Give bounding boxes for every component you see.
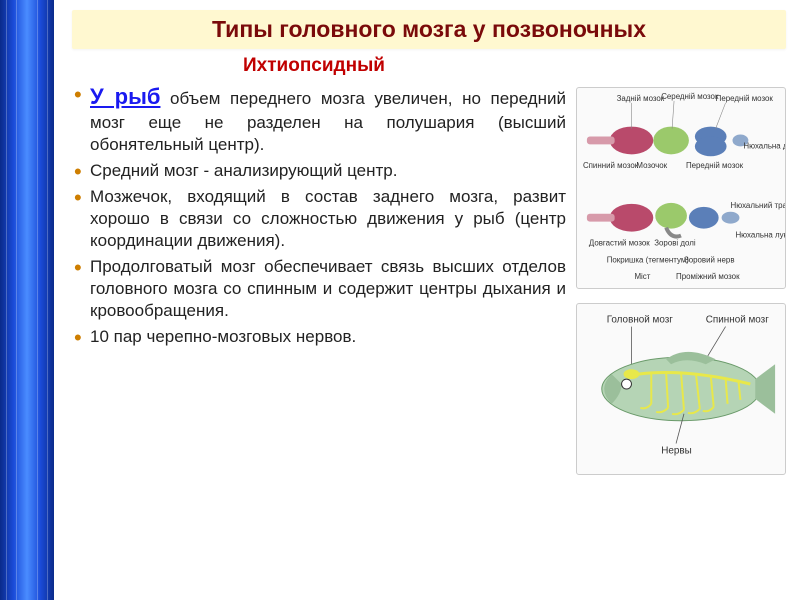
bullet-list: У рыб объем переднего мозга увеличен, но…	[78, 83, 566, 349]
svg-text:Зорові долі: Зорові долі	[654, 238, 696, 247]
svg-text:Передній мозок: Передній мозок	[686, 161, 744, 170]
svg-text:Міст: Міст	[634, 272, 650, 281]
slide-subtitle: Ихтиопсидный	[72, 55, 786, 77]
svg-text:Зоровий нерв: Зоровий нерв	[684, 255, 735, 264]
image-column: Задній мозок Середній мозок Передній моз…	[576, 83, 786, 475]
brain-diagram: Задній мозок Середній мозок Передній моз…	[576, 87, 786, 289]
text-column: У рыб объем переднего мозга увеличен, но…	[72, 83, 566, 475]
svg-text:Довгастий мозок: Довгастий мозок	[589, 238, 650, 247]
svg-text:Покришка (тегментум): Покришка (тегментум)	[607, 255, 690, 264]
list-item: 10 пар черепно-мозговых нервов.	[90, 326, 566, 348]
svg-text:Спинний мозок: Спинний мозок	[583, 161, 639, 170]
svg-text:Головной мозг: Головной мозг	[607, 315, 674, 326]
list-item: Продолговатый мозг обеспечивает связь вы…	[90, 256, 566, 322]
bullet-text: объем переднего мозга увеличен, но перед…	[90, 89, 566, 154]
lead-term: У рыб	[90, 84, 160, 109]
slide-title: Типы головного мозга у позвоночных	[82, 16, 776, 43]
svg-text:Нюхальна луковиця: Нюхальна луковиця	[735, 231, 785, 240]
svg-text:Проміжний мозок: Проміжний мозок	[676, 272, 740, 281]
svg-text:Задній мозок: Задній мозок	[617, 94, 665, 103]
svg-text:Мозочок: Мозочок	[636, 161, 667, 170]
svg-text:Нервы: Нервы	[661, 445, 692, 456]
list-item: Мозжечок, входящий в состав заднего мозг…	[90, 186, 566, 252]
list-item: Средний мозг - анализирующий центр.	[90, 160, 566, 182]
svg-text:Нюхальна доля: Нюхальна доля	[743, 141, 785, 150]
list-item: У рыб объем переднего мозга увеличен, но…	[90, 83, 566, 156]
decorative-left-band	[0, 0, 54, 600]
fish-diagram: Головной мозг Спинной мозг	[576, 303, 786, 475]
svg-text:Нюхальний тракт: Нюхальний тракт	[731, 201, 785, 210]
svg-text:Передній мозок: Передній мозок	[716, 94, 774, 103]
svg-text:Спинной мозг: Спинной мозг	[706, 315, 769, 326]
body: У рыб объем переднего мозга увеличен, но…	[72, 83, 786, 475]
slide-container: Типы головного мозга у позвоночных Ихтио…	[54, 0, 800, 600]
title-box: Типы головного мозга у позвоночных	[72, 10, 786, 49]
svg-text:Середній мозок: Середній мозок	[661, 92, 719, 101]
